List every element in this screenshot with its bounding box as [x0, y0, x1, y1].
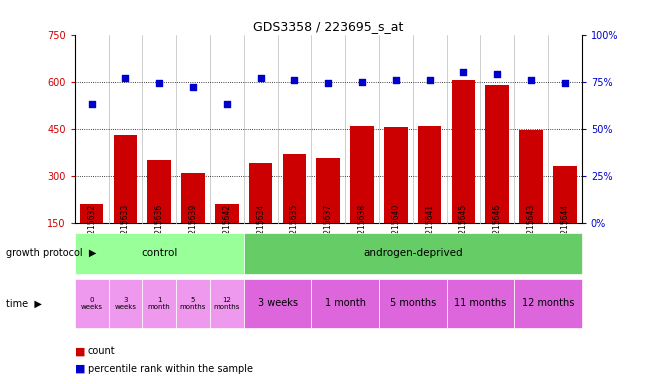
Text: GSM215646: GSM215646 — [493, 204, 502, 250]
Text: GSM215632: GSM215632 — [87, 204, 96, 250]
Point — [424, 77, 435, 83]
Bar — [350, 126, 374, 270]
Bar — [148, 160, 171, 270]
Text: count: count — [88, 346, 116, 356]
Text: GSM215633: GSM215633 — [121, 204, 130, 250]
Point — [188, 84, 198, 90]
Point — [458, 69, 469, 75]
Text: 11 months: 11 months — [454, 298, 506, 308]
Bar — [176, 279, 210, 328]
Point — [560, 80, 570, 86]
Bar — [447, 279, 514, 328]
Text: GSM215641: GSM215641 — [425, 204, 434, 250]
Text: GSM215645: GSM215645 — [459, 204, 468, 250]
Point — [492, 71, 502, 77]
Bar — [311, 279, 379, 328]
Point — [255, 75, 266, 81]
Bar — [181, 172, 205, 270]
Text: ■: ■ — [75, 364, 85, 374]
Bar — [514, 279, 582, 328]
Bar — [317, 159, 340, 270]
Bar — [215, 204, 239, 270]
Point — [222, 101, 232, 107]
Text: GSM215643: GSM215643 — [526, 204, 536, 250]
Text: GSM215639: GSM215639 — [188, 204, 198, 250]
Point — [323, 80, 333, 86]
Text: percentile rank within the sample: percentile rank within the sample — [88, 364, 253, 374]
Text: 0
weeks: 0 weeks — [81, 297, 103, 310]
Point — [357, 79, 367, 85]
Text: 5
months: 5 months — [180, 297, 206, 310]
Text: GSM215640: GSM215640 — [391, 204, 400, 250]
Bar — [379, 279, 447, 328]
Bar — [75, 279, 109, 328]
Bar — [384, 127, 408, 270]
Text: 1 month: 1 month — [324, 298, 366, 308]
Text: control: control — [141, 248, 177, 258]
Text: GSM215634: GSM215634 — [256, 204, 265, 250]
Text: GSM215642: GSM215642 — [222, 204, 231, 250]
Bar — [418, 126, 441, 270]
Text: androgen-deprived: androgen-deprived — [363, 248, 463, 258]
Text: GSM215635: GSM215635 — [290, 204, 299, 250]
Text: GSM215644: GSM215644 — [560, 204, 569, 250]
Text: 3 weeks: 3 weeks — [257, 298, 298, 308]
Title: GDS3358 / 223695_s_at: GDS3358 / 223695_s_at — [253, 20, 404, 33]
Point — [120, 75, 131, 81]
Text: GSM215637: GSM215637 — [324, 204, 333, 250]
Text: GSM215638: GSM215638 — [358, 204, 367, 250]
Bar — [553, 166, 577, 270]
Bar — [283, 154, 306, 270]
Bar — [519, 130, 543, 270]
Bar — [486, 85, 509, 270]
Text: 12 months: 12 months — [522, 298, 574, 308]
Bar — [244, 279, 311, 328]
Bar — [244, 233, 582, 274]
Text: ■: ■ — [75, 346, 85, 356]
Point — [526, 77, 536, 83]
Bar — [109, 279, 142, 328]
Bar — [114, 135, 137, 270]
Text: growth protocol  ▶: growth protocol ▶ — [6, 248, 97, 258]
Text: time  ▶: time ▶ — [6, 298, 42, 308]
Text: GSM215636: GSM215636 — [155, 204, 164, 250]
Bar — [80, 204, 103, 270]
Text: 1
month: 1 month — [148, 297, 170, 310]
Bar — [249, 163, 272, 270]
Point — [86, 101, 97, 107]
Bar — [75, 233, 244, 274]
Bar — [142, 279, 176, 328]
Bar — [210, 279, 244, 328]
Text: 3
weeks: 3 weeks — [114, 297, 136, 310]
Point — [154, 80, 164, 86]
Text: 12
months: 12 months — [214, 297, 240, 310]
Point — [289, 77, 300, 83]
Point — [391, 77, 401, 83]
Text: 5 months: 5 months — [389, 298, 436, 308]
Bar — [452, 80, 475, 270]
